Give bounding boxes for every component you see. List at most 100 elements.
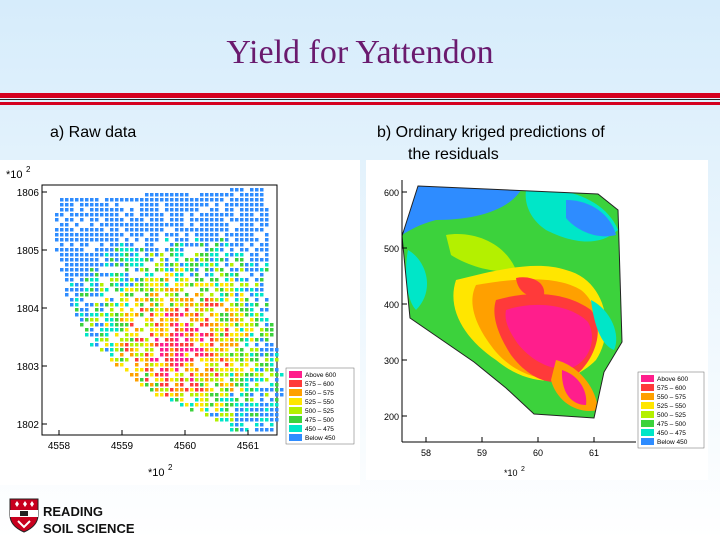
raw-data-point <box>185 303 189 307</box>
raw-data-point <box>230 208 234 212</box>
raw-data-point <box>95 333 99 337</box>
raw-data-point <box>270 333 274 337</box>
raw-data-point <box>170 378 174 382</box>
raw-data-point <box>150 198 154 202</box>
raw-data-point <box>270 403 274 407</box>
raw-data-point <box>200 333 204 337</box>
raw-data-point <box>110 283 114 287</box>
raw-data-point <box>170 213 174 217</box>
raw-data-point <box>100 313 104 317</box>
raw-data-point <box>180 213 184 217</box>
raw-data-point <box>115 348 119 352</box>
raw-data-point <box>65 293 69 297</box>
raw-data-point <box>165 288 169 292</box>
raw-data-point <box>215 333 219 337</box>
raw-data-point <box>155 263 159 267</box>
raw-data-point <box>265 348 269 352</box>
raw-data-point <box>235 348 239 352</box>
y-tick-label: 1802 <box>17 420 40 431</box>
raw-data-point <box>165 293 169 297</box>
raw-data-point <box>75 268 79 272</box>
branding-line1: READING <box>43 504 103 519</box>
raw-data-point <box>250 403 254 407</box>
raw-data-point <box>100 263 104 267</box>
raw-data-point <box>170 248 174 252</box>
raw-data-point <box>170 353 174 357</box>
raw-data-point <box>210 258 214 262</box>
raw-data-point <box>215 348 219 352</box>
raw-data-point <box>200 238 204 242</box>
raw-data-point <box>225 233 229 237</box>
raw-data-point <box>155 363 159 367</box>
raw-data-point <box>245 213 249 217</box>
raw-data-point <box>165 373 169 377</box>
raw-data-point <box>65 208 69 212</box>
raw-data-point <box>190 403 194 407</box>
raw-data-point <box>155 303 159 307</box>
raw-data-point <box>160 268 164 272</box>
raw-data-point <box>75 248 79 252</box>
raw-data-point <box>165 283 169 287</box>
raw-data-point <box>200 343 204 347</box>
raw-data-point <box>115 288 119 292</box>
raw-data-point <box>195 398 199 402</box>
raw-data-point <box>275 353 279 357</box>
y-tick-label: 1806 <box>17 188 40 199</box>
title-rule-bottom <box>0 102 720 105</box>
raw-data-point <box>120 328 124 332</box>
raw-data-point <box>190 303 194 307</box>
raw-data-point <box>260 408 264 412</box>
raw-data-point <box>115 258 119 262</box>
raw-data-point <box>160 348 164 352</box>
raw-data-point <box>150 253 154 257</box>
raw-data-point <box>250 323 254 327</box>
raw-data-point <box>200 278 204 282</box>
raw-data-point <box>190 378 194 382</box>
raw-data-point <box>175 343 179 347</box>
raw-data-point <box>100 288 104 292</box>
x-tick-label: 4561 <box>237 441 260 452</box>
raw-data-point <box>275 408 279 412</box>
raw-data-point <box>155 218 159 222</box>
raw-data-point <box>225 353 229 357</box>
raw-data-point <box>190 208 194 212</box>
raw-data-point <box>185 363 189 367</box>
raw-data-point <box>200 253 204 257</box>
raw-data-point <box>210 328 214 332</box>
raw-data-point <box>155 388 159 392</box>
raw-data-point <box>135 248 139 252</box>
kriged-legend: Above 600 575 – 600 550 – 575 525 – 550 500 … <box>637 371 705 449</box>
raw-data-point <box>105 303 109 307</box>
legend-swatch <box>289 398 302 405</box>
raw-data-point <box>220 373 224 377</box>
raw-data-point <box>270 413 274 417</box>
y-tick-label: 1804 <box>17 304 40 315</box>
raw-data-point <box>75 233 79 237</box>
raw-data-point <box>150 193 154 197</box>
raw-data-point <box>90 263 94 267</box>
raw-data-point <box>230 198 234 202</box>
raw-data-point <box>230 413 234 417</box>
raw-data-point <box>135 223 139 227</box>
raw-data-point <box>235 188 239 192</box>
raw-data-point <box>120 343 124 347</box>
raw-data-point <box>260 318 264 322</box>
raw-data-point <box>245 328 249 332</box>
raw-data-point <box>105 258 109 262</box>
raw-data-point <box>250 293 254 297</box>
raw-data-point <box>260 333 264 337</box>
raw-data-point <box>125 328 129 332</box>
x-tick-label: 4560 <box>174 441 197 452</box>
raw-data-point <box>185 323 189 327</box>
raw-data-point <box>145 358 149 362</box>
raw-data-point <box>240 393 244 397</box>
raw-data-point <box>190 358 194 362</box>
raw-data-point <box>175 228 179 232</box>
raw-data-point <box>205 373 209 377</box>
raw-data-point <box>260 328 264 332</box>
raw-data-point <box>145 203 149 207</box>
raw-data-point <box>175 388 179 392</box>
raw-data-point <box>220 403 224 407</box>
raw-data-point <box>110 243 114 247</box>
raw-data-point <box>240 303 244 307</box>
